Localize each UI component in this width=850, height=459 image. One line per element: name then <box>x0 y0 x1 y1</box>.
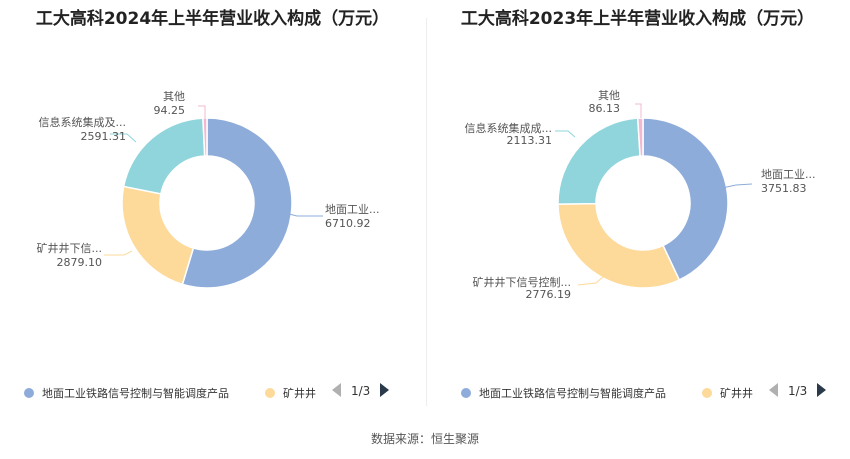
legend-dot <box>265 388 275 398</box>
legend-item[interactable]: 地面工业铁路信号控制与智能调度产品 <box>24 385 229 401</box>
legend-dot <box>461 388 471 398</box>
prev-page-icon[interactable] <box>769 383 778 397</box>
panel-divider <box>426 18 427 406</box>
slice-value: 94.25 <box>154 104 186 117</box>
donut-chart-2024: 地面工业...6710.92 矿井井下信...2879.10 信息系统集成及...2… <box>37 90 380 289</box>
slice-value: 2879.10 <box>57 256 103 269</box>
slice-value: 2776.19 <box>526 288 572 301</box>
slice-label: 其他 <box>598 89 620 102</box>
prev-page-icon[interactable] <box>332 383 341 397</box>
chart-title: 工大高科2023年上半年营业收入构成（万元） <box>460 9 815 29</box>
slice-value: 6710.92 <box>325 217 371 230</box>
chart-panel-2024: 工大高科2024年上半年营业收入构成（万元） 地面工业... 6710.92 矿井井… <box>0 0 425 410</box>
donut-chart-2023: 地面工业...3751.83 矿井井下信号控制...2776.19 信息系统集成成.… <box>465 89 816 301</box>
leader-line <box>577 275 605 286</box>
legend-pager: 1/3 <box>769 383 827 398</box>
legend-item[interactable]: 矿井井 <box>265 385 316 401</box>
slice-value: 86.13 <box>589 102 621 115</box>
slice-label: 矿井井下信... <box>37 241 103 255</box>
donut-slice[interactable] <box>202 117 208 157</box>
data-source: 数据来源：恒生聚源 <box>370 432 479 446</box>
donut-slice[interactable] <box>181 117 293 289</box>
next-page-icon[interactable] <box>380 383 390 397</box>
donut-slice[interactable] <box>122 117 206 195</box>
page-indicator: 1/3 <box>788 384 808 398</box>
slice-value: 2591.31 <box>81 130 127 143</box>
slice-label: 信息系统集成及... <box>39 115 127 129</box>
legend-pager: 1/3 <box>332 383 390 398</box>
leader-line <box>110 133 137 143</box>
slice-label: 矿井井下信号控制... <box>473 275 572 289</box>
legend-dot <box>702 388 712 398</box>
leader-line <box>635 103 642 118</box>
legend: 地面工业铁路信号控制与智能调度产品 矿井井 1/3 <box>0 383 425 403</box>
leader-line <box>198 105 206 119</box>
donut-slice[interactable] <box>121 185 195 286</box>
leader-line <box>104 250 133 256</box>
slice-value: 3751.83 <box>761 182 807 195</box>
chart-title: 工大高科2024年上半年营业收入构成（万元） <box>35 9 390 29</box>
slice-label: 信息系统集成成... <box>465 121 553 135</box>
legend-item[interactable]: 地面工业铁路信号控制与智能调度产品 <box>461 385 666 401</box>
slice-label: 地面工业... <box>761 168 816 181</box>
legend: 地面工业铁路信号控制与智能调度产品 矿井井 1/3 <box>425 383 850 403</box>
slice-label: 地面工业... <box>325 203 380 216</box>
leader-line <box>555 130 576 138</box>
chart-panel-2023: 工大高科2023年上半年营业收入构成（万元） 地面工业... 3751.83 矿井井… <box>425 0 850 410</box>
legend-dot <box>24 388 34 398</box>
slice-value: 2113.31 <box>507 134 553 147</box>
legend-label: 地面工业铁路信号控制与智能调度产品 <box>42 387 229 400</box>
legend-item[interactable]: 矿井井 <box>702 385 753 401</box>
slice-label: 其他 <box>163 90 185 103</box>
legend-label: 矿井井 <box>720 387 753 400</box>
next-page-icon[interactable] <box>817 383 827 397</box>
donut-slice[interactable] <box>557 117 641 205</box>
page-indicator: 1/3 <box>351 384 371 398</box>
donut-slice[interactable] <box>642 117 729 281</box>
leader-line <box>288 213 323 217</box>
donut-slice[interactable] <box>557 202 681 289</box>
legend-label: 地面工业铁路信号控制与智能调度产品 <box>479 387 666 400</box>
donut-slice[interactable] <box>636 117 644 157</box>
leader-line <box>721 183 753 189</box>
legend-label: 矿井井 <box>283 387 316 400</box>
